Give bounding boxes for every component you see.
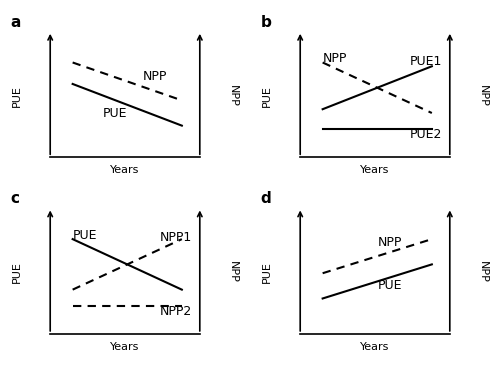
Text: PUE: PUE <box>262 261 272 283</box>
Text: NPP: NPP <box>478 85 488 107</box>
Text: Years: Years <box>110 342 140 352</box>
Text: Years: Years <box>360 342 390 352</box>
Text: PUE: PUE <box>262 85 272 107</box>
Text: a: a <box>10 15 21 30</box>
Text: PUE: PUE <box>378 279 402 292</box>
Text: NPP1: NPP1 <box>160 231 192 244</box>
Text: PUE: PUE <box>12 261 22 283</box>
Text: PUE2: PUE2 <box>410 128 442 141</box>
Text: PUE: PUE <box>72 229 97 242</box>
Text: NPP: NPP <box>228 261 238 283</box>
Text: b: b <box>260 15 272 30</box>
Text: NPP: NPP <box>478 261 488 283</box>
Text: PUE: PUE <box>12 85 22 107</box>
Text: NPP2: NPP2 <box>160 305 192 318</box>
Text: PUE: PUE <box>102 106 127 120</box>
Text: Years: Years <box>360 165 390 175</box>
Text: NPP: NPP <box>143 70 168 83</box>
Text: d: d <box>260 191 272 206</box>
Text: NPP: NPP <box>228 85 238 107</box>
Text: NPP: NPP <box>322 52 347 65</box>
Text: PUE1: PUE1 <box>410 55 442 68</box>
Text: c: c <box>10 191 20 206</box>
Text: NPP: NPP <box>378 236 402 250</box>
Text: Years: Years <box>110 165 140 175</box>
